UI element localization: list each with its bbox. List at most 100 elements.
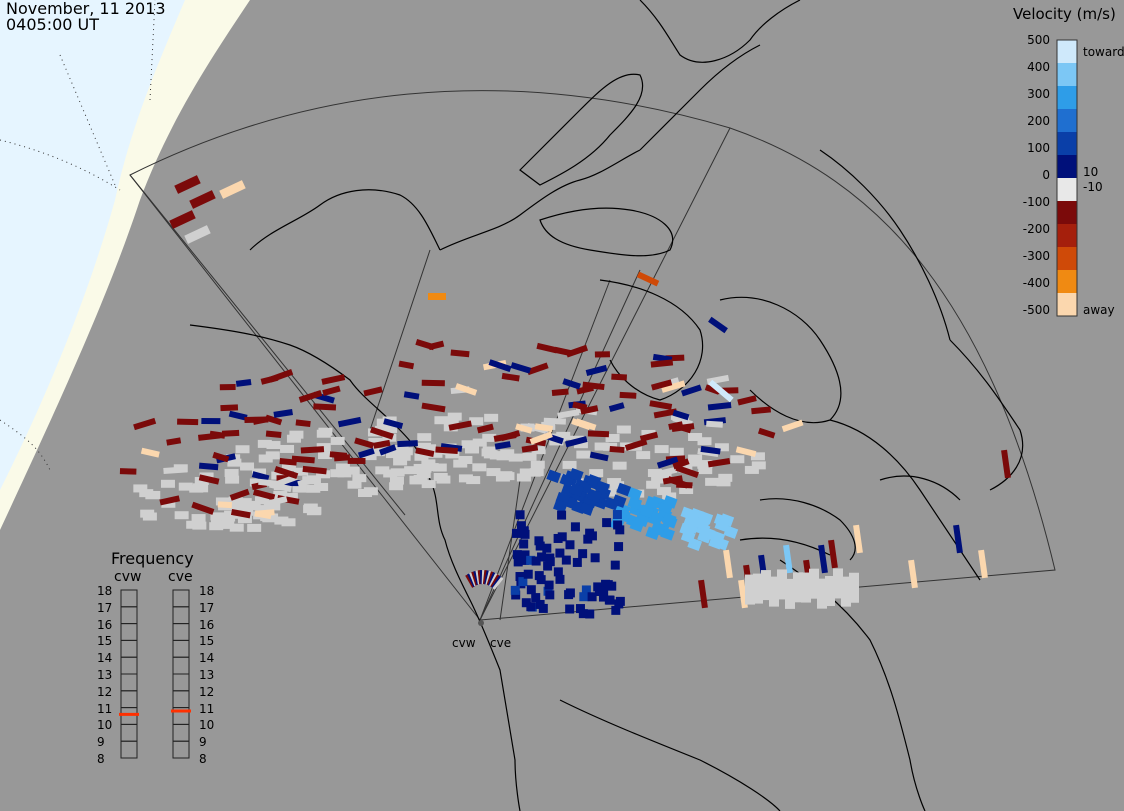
velocity-tick-label: 500 bbox=[1027, 33, 1050, 47]
frequency-tick-label: 17 bbox=[199, 600, 215, 615]
backscatter-cell bbox=[531, 593, 541, 603]
backscatter-cell bbox=[161, 499, 176, 508]
backscatter-cell bbox=[269, 368, 294, 383]
backscatter-cell bbox=[707, 402, 732, 411]
backscatter-cell bbox=[316, 429, 331, 438]
backscatter-cell bbox=[432, 463, 447, 472]
backscatter-cell bbox=[529, 431, 553, 445]
backscatter-cell bbox=[520, 550, 530, 560]
backscatter-cell bbox=[244, 416, 269, 423]
frequency-tick-label: 11 bbox=[199, 701, 215, 716]
backscatter-cell bbox=[531, 556, 541, 566]
backscatter-cell bbox=[751, 461, 766, 470]
backscatter-cell bbox=[615, 596, 625, 606]
backscatter-cell bbox=[220, 520, 235, 529]
velocity-tick-label: -400 bbox=[1022, 276, 1050, 290]
backscatter-cell bbox=[978, 549, 988, 579]
backscatter-cell bbox=[603, 580, 613, 590]
backscatter-cell bbox=[649, 400, 673, 410]
backscatter-cell bbox=[781, 419, 804, 433]
backscatter-cell bbox=[314, 483, 329, 492]
backscatter-cell bbox=[256, 505, 271, 514]
backscatter-cell bbox=[583, 534, 593, 544]
backscatter-cell bbox=[281, 518, 296, 527]
backscatter-cell bbox=[675, 464, 700, 479]
backscatter-cell bbox=[708, 379, 734, 403]
backscatter-cell bbox=[354, 437, 375, 449]
velocity-away-label: away bbox=[1083, 303, 1115, 317]
backscatter-cell bbox=[421, 402, 446, 413]
backscatter-cell bbox=[526, 585, 536, 595]
backscatter-cell bbox=[668, 421, 684, 431]
backscatter-cell bbox=[750, 452, 765, 461]
backscatter-cell bbox=[416, 470, 431, 479]
backscatter-cell bbox=[616, 425, 631, 434]
backscatter-cell bbox=[636, 451, 651, 460]
graticule-lines bbox=[0, 0, 156, 471]
backscatter-cell bbox=[594, 351, 611, 358]
backscatter-cell bbox=[704, 384, 721, 395]
backscatter-cell bbox=[579, 502, 595, 516]
backscatter-cell bbox=[398, 447, 413, 456]
backscatter-cell bbox=[518, 577, 528, 587]
site-marker-cvw bbox=[478, 620, 484, 626]
backscatter-cell bbox=[292, 484, 307, 493]
backscatter-cell bbox=[706, 420, 723, 428]
backscatter-cell bbox=[593, 582, 603, 592]
backscatter-cell bbox=[569, 483, 584, 497]
backscatter-cell bbox=[753, 573, 763, 604]
backscatter-cell bbox=[501, 372, 520, 382]
backscatter-cell bbox=[482, 433, 497, 442]
backscatter-cell bbox=[576, 450, 591, 459]
backscatter-cell bbox=[849, 572, 859, 603]
backscatter-cell bbox=[510, 362, 532, 374]
backscatter-cell bbox=[565, 604, 575, 614]
backscatter-cell bbox=[198, 462, 219, 471]
backscatter-cell bbox=[368, 437, 383, 446]
backscatter-cell bbox=[194, 477, 209, 486]
backscatter-cell bbox=[651, 475, 666, 484]
backscatter-cell bbox=[526, 602, 536, 612]
backscatter-cell bbox=[345, 466, 360, 475]
backscatter-cell bbox=[557, 510, 567, 520]
backscatter-cell bbox=[279, 458, 297, 466]
frequency-tick-label: 8 bbox=[97, 752, 105, 766]
backscatter-cell bbox=[347, 480, 362, 489]
backscatter-cell bbox=[466, 476, 481, 485]
backscatter-cell bbox=[705, 477, 720, 486]
backscatter-cell bbox=[589, 451, 609, 462]
backscatter-cell bbox=[264, 414, 283, 426]
backscatter-cell bbox=[330, 436, 345, 445]
backscatter-cell bbox=[229, 523, 244, 532]
backscatter-cell bbox=[492, 576, 504, 590]
backscatter-cell bbox=[615, 525, 625, 535]
backscatter-cell bbox=[221, 513, 236, 522]
backscatter-cell bbox=[375, 466, 390, 475]
backscatter-cell bbox=[744, 465, 759, 474]
backscatter-cell bbox=[662, 475, 683, 485]
backscatter-cell bbox=[656, 456, 679, 469]
backscatter-cell bbox=[688, 432, 703, 441]
backscatter-cell bbox=[1001, 449, 1011, 479]
frequency-tick-label: 18 bbox=[97, 584, 113, 598]
backscatter-cell bbox=[681, 384, 702, 397]
backscatter-cell bbox=[697, 437, 712, 446]
backscatter-cell bbox=[650, 379, 673, 391]
backscatter-cell bbox=[761, 570, 771, 601]
backscatter-cell bbox=[413, 463, 428, 472]
backscatter-cell bbox=[297, 477, 314, 488]
backscatter-cell bbox=[133, 484, 148, 493]
backscatter-cell bbox=[526, 555, 536, 565]
backscatter-cell bbox=[337, 416, 362, 428]
backscatter-cell bbox=[362, 452, 377, 461]
backscatter-cell bbox=[265, 451, 280, 460]
backscatter-cell bbox=[289, 430, 304, 439]
frequency-tick-label: 17 bbox=[97, 600, 113, 615]
backscatter-cell bbox=[589, 469, 604, 478]
backscatter-cell bbox=[247, 523, 262, 532]
backscatter-cell bbox=[461, 440, 476, 449]
backscatter-cell bbox=[521, 598, 531, 608]
backscatter-cell bbox=[280, 444, 295, 453]
backscatter-cell bbox=[448, 420, 472, 431]
backscatter-cell bbox=[783, 544, 793, 574]
